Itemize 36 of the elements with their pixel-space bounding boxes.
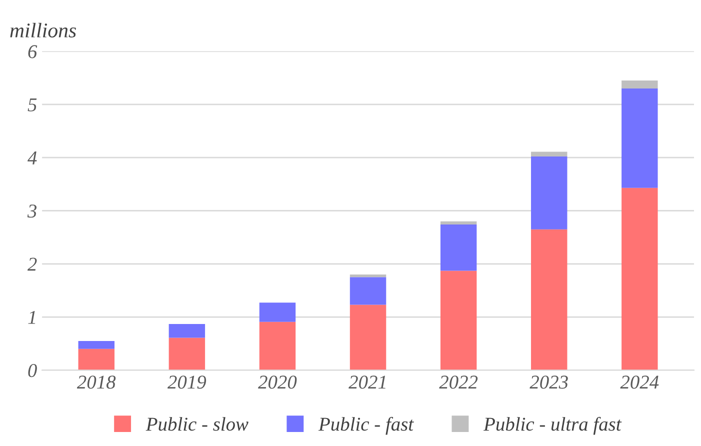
bar	[259, 322, 296, 370]
bar	[531, 152, 568, 157]
bar	[622, 88, 658, 188]
bar	[168, 338, 206, 370]
x-tick-label: 2021	[348, 376, 386, 389]
bar	[350, 274, 386, 278]
y-tick-label: 2	[27, 258, 37, 271]
x-tick-label: 2019	[168, 376, 206, 389]
y-tick-label: 6	[28, 45, 38, 58]
bar	[350, 304, 386, 370]
x-tick-label: 2018	[76, 376, 116, 389]
y-tick-label: 4	[28, 152, 37, 164]
y-tick-label: 0	[28, 364, 37, 378]
bar	[78, 348, 114, 370]
x-tick-label: 2020	[258, 376, 297, 389]
bar	[259, 302, 296, 322]
bar	[531, 156, 568, 230]
bar	[531, 229, 568, 370]
bar	[440, 221, 477, 225]
legend-label: Public - ultra fast	[483, 416, 622, 435]
bar	[168, 324, 206, 338]
x-tick-label: 2023	[530, 376, 568, 389]
bar	[622, 80, 658, 88]
y-axis-title: millions	[10, 22, 76, 38]
y-tick-label: 1	[28, 310, 36, 324]
legend-label: Public - fast	[318, 416, 414, 435]
bar	[78, 340, 114, 349]
x-tick-label: 2024	[620, 376, 659, 389]
y-tick-label: 3	[27, 204, 37, 218]
bar	[440, 224, 477, 271]
bar	[440, 270, 477, 370]
x-tick-label: 2022	[439, 376, 478, 389]
bar	[350, 277, 386, 305]
legend-label: Public - slow	[146, 417, 248, 431]
bar	[622, 188, 658, 370]
y-tick-label: 5	[28, 98, 37, 112]
